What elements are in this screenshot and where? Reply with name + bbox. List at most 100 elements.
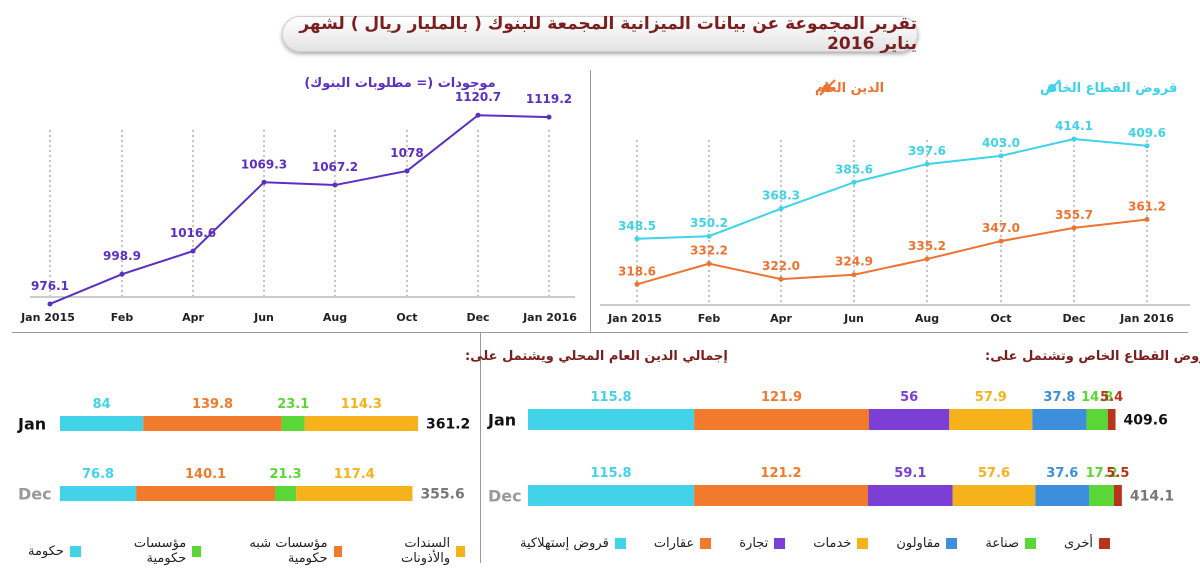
x-tick-label: Jun — [253, 311, 274, 324]
x-tick-label: Jan 2016 — [1119, 312, 1174, 325]
debt-segment-label: 23.1 — [277, 397, 309, 412]
x-tick-label: Feb — [698, 312, 721, 325]
left-chart-title: موجودات (= مطلوبات البنوك) — [304, 76, 495, 91]
public-debt-data-label: 324.9 — [835, 255, 873, 269]
x-tick-label: Apr — [182, 311, 204, 324]
public-debt-data-label: 318.6 — [618, 264, 656, 278]
x-tick-label: Feb — [111, 311, 134, 324]
private-loans-data-label: 403.0 — [982, 136, 1020, 150]
debt-category-label: Jan — [17, 415, 46, 434]
legend-public-debt-dot — [823, 84, 831, 92]
private-loans-data-label: 397.6 — [908, 144, 946, 158]
x-tick-label: Apr — [770, 312, 792, 325]
loans-segment-label: 37.6 — [1046, 466, 1078, 481]
debt-legend-label: مؤسسات شبه حكومية — [249, 536, 328, 566]
private-loans-point — [851, 179, 857, 185]
x-tick-label: Aug — [323, 311, 347, 324]
loans-bar-segment — [1089, 485, 1114, 506]
public-debt-data-label: 335.2 — [908, 239, 946, 253]
loans-bar-segment — [1035, 485, 1090, 506]
debt-segment-label: 21.3 — [269, 467, 301, 482]
assets-point — [119, 271, 125, 277]
debt-legend-swatch — [333, 545, 343, 557]
loans-bar-segment — [694, 409, 869, 430]
loans-segment-label: 115.8 — [590, 390, 631, 405]
loans-legend-swatch — [946, 538, 958, 549]
debt-legend-label: السندات والأذونات — [400, 536, 451, 566]
debt-bar-segment — [136, 486, 275, 501]
private-loans-point — [634, 236, 640, 242]
assets-point — [404, 168, 410, 174]
assets-series-line — [49, 114, 550, 305]
loans-bar-segment — [694, 485, 868, 506]
debt-legend-label: مؤسسات حكومية — [133, 536, 187, 566]
public-debt-point — [1144, 216, 1150, 222]
page-title: تقرير المجموعة عن بيانات الميزانية المجم… — [282, 14, 918, 54]
public-debt-point — [998, 238, 1004, 244]
loans-bar-segment — [949, 409, 1033, 430]
private-loans-composition-title: قروض القطاع الخاص وتشتمل على: — [985, 349, 1200, 364]
private-loans-point — [1071, 136, 1077, 142]
public-debt-point — [924, 256, 930, 262]
debt-legend-label: حكومة — [27, 543, 64, 559]
public-debt-point — [778, 276, 784, 282]
loans-segment-label: 121.2 — [760, 466, 801, 481]
legend-private-loans-label: قروض القطاع الخاص — [1040, 81, 1177, 96]
public-debt-series-line — [636, 218, 1148, 286]
public-debt-data-label: 347.0 — [982, 221, 1020, 235]
assets-data-label: 1069.3 — [241, 157, 287, 171]
debt-segment-label: 84 — [93, 397, 111, 412]
debt-category-label: Dec — [18, 485, 52, 504]
debt-legend-swatch — [69, 545, 81, 557]
public-debt-data-label: 361.2 — [1128, 199, 1166, 213]
legend-private-loans-dot — [1048, 84, 1056, 92]
assets-point — [332, 182, 338, 188]
loans-legend-swatch — [1099, 538, 1110, 549]
debt-bar-segment — [296, 486, 413, 501]
assets-point — [546, 114, 552, 120]
assets-data-label: 1119.2 — [526, 92, 572, 106]
x-tick-label: Jun — [843, 312, 864, 325]
x-tick-label: Dec — [466, 311, 489, 324]
public-debt-point — [851, 272, 857, 278]
horizontal-divider — [12, 332, 1188, 333]
loans-legend-item: عقارات — [654, 536, 712, 551]
public-debt-point — [706, 261, 712, 267]
loans-legend-label: قروض إستهلاكية — [520, 536, 609, 551]
loans-segment-label: 115.8 — [590, 466, 631, 481]
private-loans-point — [924, 161, 930, 167]
assets-point — [475, 112, 481, 118]
private-loans-data-label: 385.6 — [835, 162, 873, 176]
loans-legend-label: خدمات — [813, 536, 852, 551]
debt-total-label: 361.2 — [426, 417, 470, 433]
loans-bar-segment — [1032, 409, 1087, 430]
x-tick-label: Jan 2016 — [522, 311, 577, 324]
private-loans-data-label: 368.3 — [762, 189, 800, 203]
private-loans-data-label: 409.6 — [1128, 126, 1166, 140]
x-tick-label: Dec — [1062, 312, 1085, 325]
loans-segment-label: 121.9 — [761, 390, 802, 405]
debt-legend-swatch — [456, 545, 465, 557]
debt-segment-label: 76.8 — [82, 467, 114, 482]
loans-category-label: Dec — [488, 487, 522, 506]
assets-data-label: 1016.6 — [170, 226, 216, 240]
loans-segment-label: 59.1 — [894, 466, 926, 481]
debt-bar-segment — [143, 416, 282, 431]
public-debt-point — [634, 281, 640, 287]
debt-bar-segment — [304, 416, 418, 431]
public-debt-point — [1071, 225, 1077, 231]
debt-legend-item: السندات والأذونات — [370, 536, 465, 566]
debt-legend-swatch — [192, 545, 202, 557]
private-loans-point — [998, 153, 1004, 159]
private-loans-point — [706, 233, 712, 239]
loans-segment-label: 14.8 — [1081, 390, 1113, 405]
debt-composition-title: إجمالي الدين العام المحلي ويشتمل على: — [465, 349, 728, 364]
assets-point — [261, 179, 267, 185]
debt-bar-segment — [60, 486, 137, 501]
debt-legend-item: مؤسسات حكومية — [109, 536, 202, 566]
loans-bar-segment — [1086, 409, 1108, 430]
loans-legend-item: خدمات — [813, 536, 869, 551]
debt-segment-label: 117.4 — [334, 467, 375, 482]
loans-bar-segment — [1107, 409, 1116, 430]
loans-segment-label: 57.6 — [978, 466, 1010, 481]
